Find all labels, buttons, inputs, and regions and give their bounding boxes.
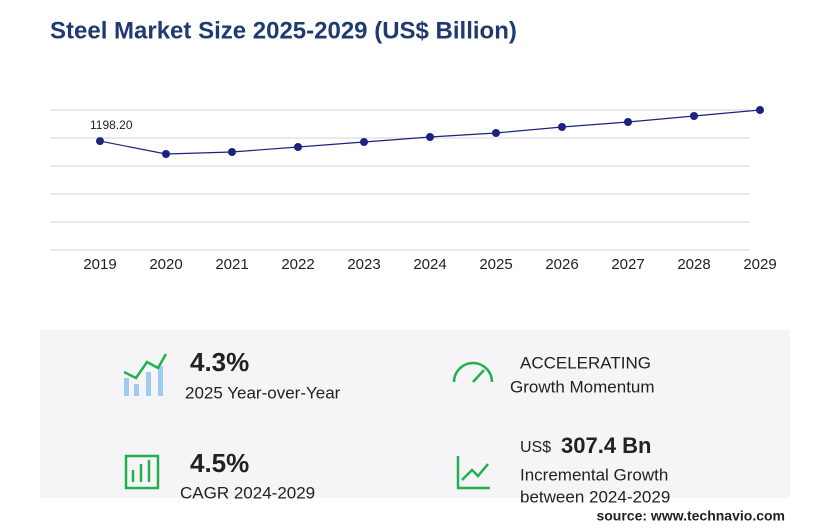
stat-label: between 2024-2029 (520, 487, 670, 506)
stat-label: 2025 Year-over-Year (185, 383, 341, 402)
plot: 2019 2020 2021 2022 2023 2024 2025 2026 2027 2028… (50, 106, 777, 273)
x-tick-label: 2027 (611, 256, 644, 273)
point (426, 133, 434, 141)
stat-label: Growth Momentum (510, 377, 655, 396)
point (360, 138, 368, 146)
value-label: 1198.20 (90, 118, 133, 132)
icon-yoy (123, 353, 168, 396)
stat-value: ACCELERATING (520, 353, 651, 372)
point (294, 143, 302, 151)
point (690, 112, 698, 120)
point (162, 150, 170, 158)
stat-value: 307.4 Bn (561, 433, 652, 458)
stat-value: 4.3% (190, 347, 249, 377)
point (492, 129, 500, 137)
stat-prefix: US$ (520, 439, 551, 456)
x-tick-label: 2020 (149, 256, 182, 273)
x-tick-label: 2019 (83, 256, 116, 273)
stat-label: CAGR 2024-2029 (180, 483, 315, 502)
stat-label: Incremental Growth (520, 465, 668, 484)
stats-panel (40, 330, 790, 498)
point (756, 106, 764, 114)
x-tick-label: 2029 (743, 256, 776, 273)
x-tick-label: 2026 (545, 256, 578, 273)
x-tick-label: 2024 (413, 256, 446, 273)
x-tick-label: 2028 (677, 256, 710, 273)
point (228, 148, 236, 156)
chart-title: Steel Market Size 2025-2029 (US$ Billion… (50, 17, 517, 44)
stat-value: 4.5% (190, 448, 249, 478)
icon-incremental (456, 456, 490, 490)
icon-momentum (452, 361, 494, 383)
icon-cagr (124, 454, 160, 490)
x-tick-label: 2021 (215, 256, 248, 273)
x-tick-label: 2025 (479, 256, 512, 273)
source: source: www.technavio.com (596, 508, 785, 524)
point (558, 123, 566, 131)
line (99, 109, 761, 155)
x-tick-label: 2022 (281, 256, 314, 273)
x-tick-label: 2023 (347, 256, 380, 273)
point (624, 118, 632, 126)
point (96, 137, 104, 146)
